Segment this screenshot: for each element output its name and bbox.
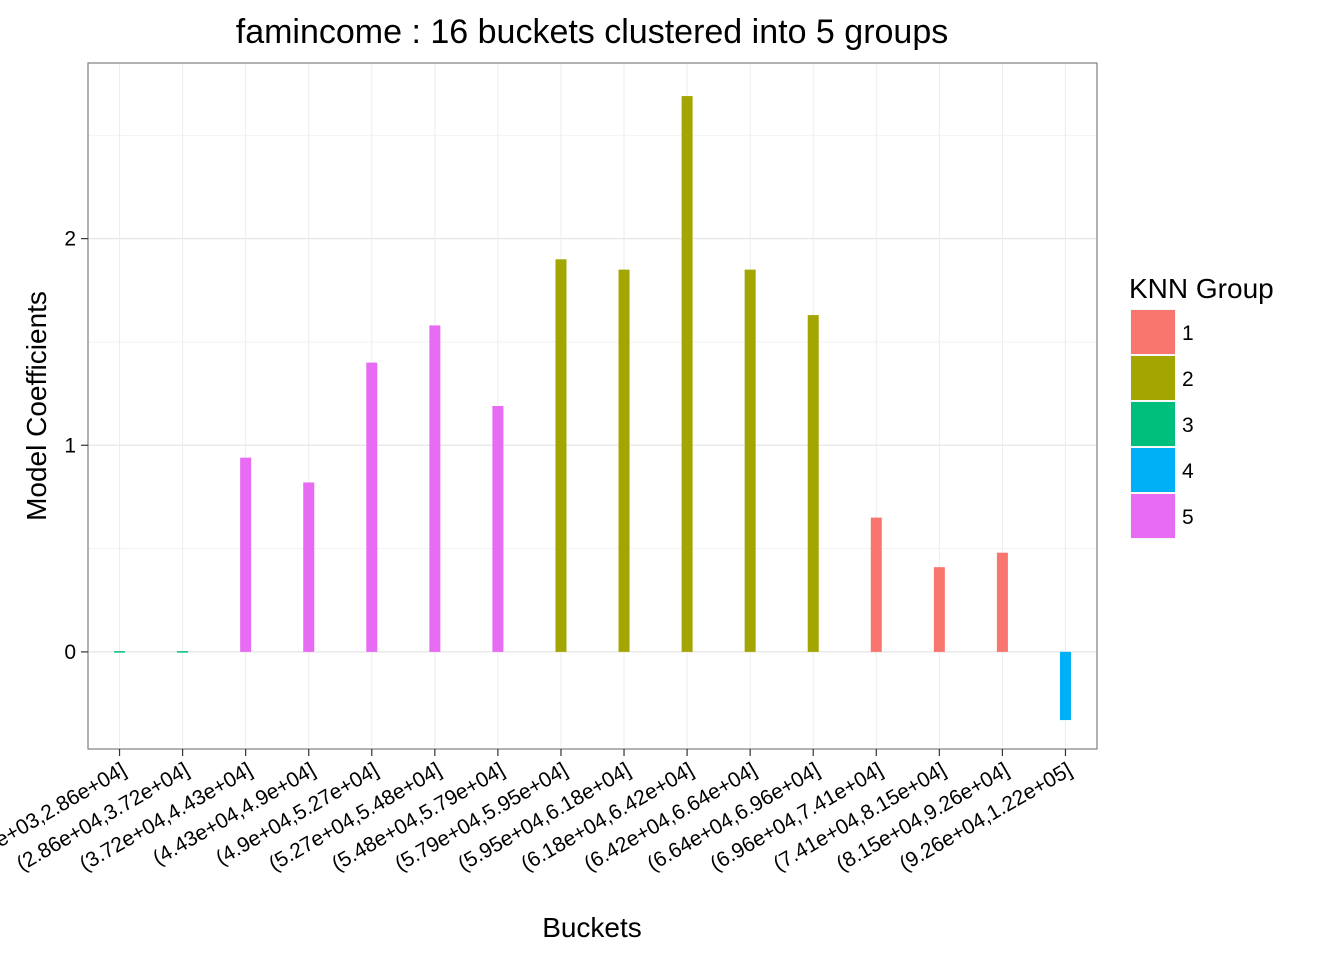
- legend-key-swatch: [1131, 310, 1175, 354]
- x-axis-title: Buckets: [542, 912, 642, 943]
- legend-title: KNN Group: [1129, 273, 1274, 304]
- legend-label: 5: [1182, 506, 1194, 529]
- bar: [366, 362, 378, 652]
- legend-key-swatch: [1131, 356, 1175, 400]
- bar: [177, 651, 189, 653]
- bar: [807, 315, 819, 652]
- bar: [240, 457, 252, 652]
- bar: [492, 406, 504, 652]
- legend-label: 4: [1182, 460, 1194, 483]
- bar: [555, 259, 567, 652]
- bar: [996, 552, 1008, 652]
- bar: [870, 517, 882, 652]
- legend-label: 2: [1182, 368, 1194, 391]
- panel-border: [87, 62, 1098, 750]
- plot-area: 012[1.05e+03,2.86e+04](2.86e+04,3.72e+04…: [0, 62, 1098, 876]
- chart-title: famincome : 16 buckets clustered into 5 …: [236, 13, 949, 51]
- legend-key-swatch: [1131, 494, 1175, 538]
- legend-label: 3: [1182, 414, 1194, 437]
- bar: [429, 325, 441, 652]
- panel-background: [88, 63, 1097, 749]
- y-tick-label: 0: [64, 641, 76, 664]
- bar: [303, 482, 315, 652]
- y-axis-title: Model Coefficients: [21, 291, 52, 521]
- legend: KNN Group 1 2 3 4 5: [1129, 273, 1274, 540]
- bar: [1059, 651, 1071, 721]
- legend-label: 1: [1182, 322, 1194, 345]
- bar: [618, 269, 630, 652]
- y-tick-label: 1: [64, 434, 76, 457]
- legend-key-swatch: [1131, 402, 1175, 446]
- bar: [114, 651, 126, 653]
- bar: [681, 96, 693, 652]
- bar: [933, 567, 945, 652]
- bar: [744, 269, 756, 652]
- y-tick-label: 2: [64, 228, 76, 251]
- legend-key-swatch: [1131, 448, 1175, 492]
